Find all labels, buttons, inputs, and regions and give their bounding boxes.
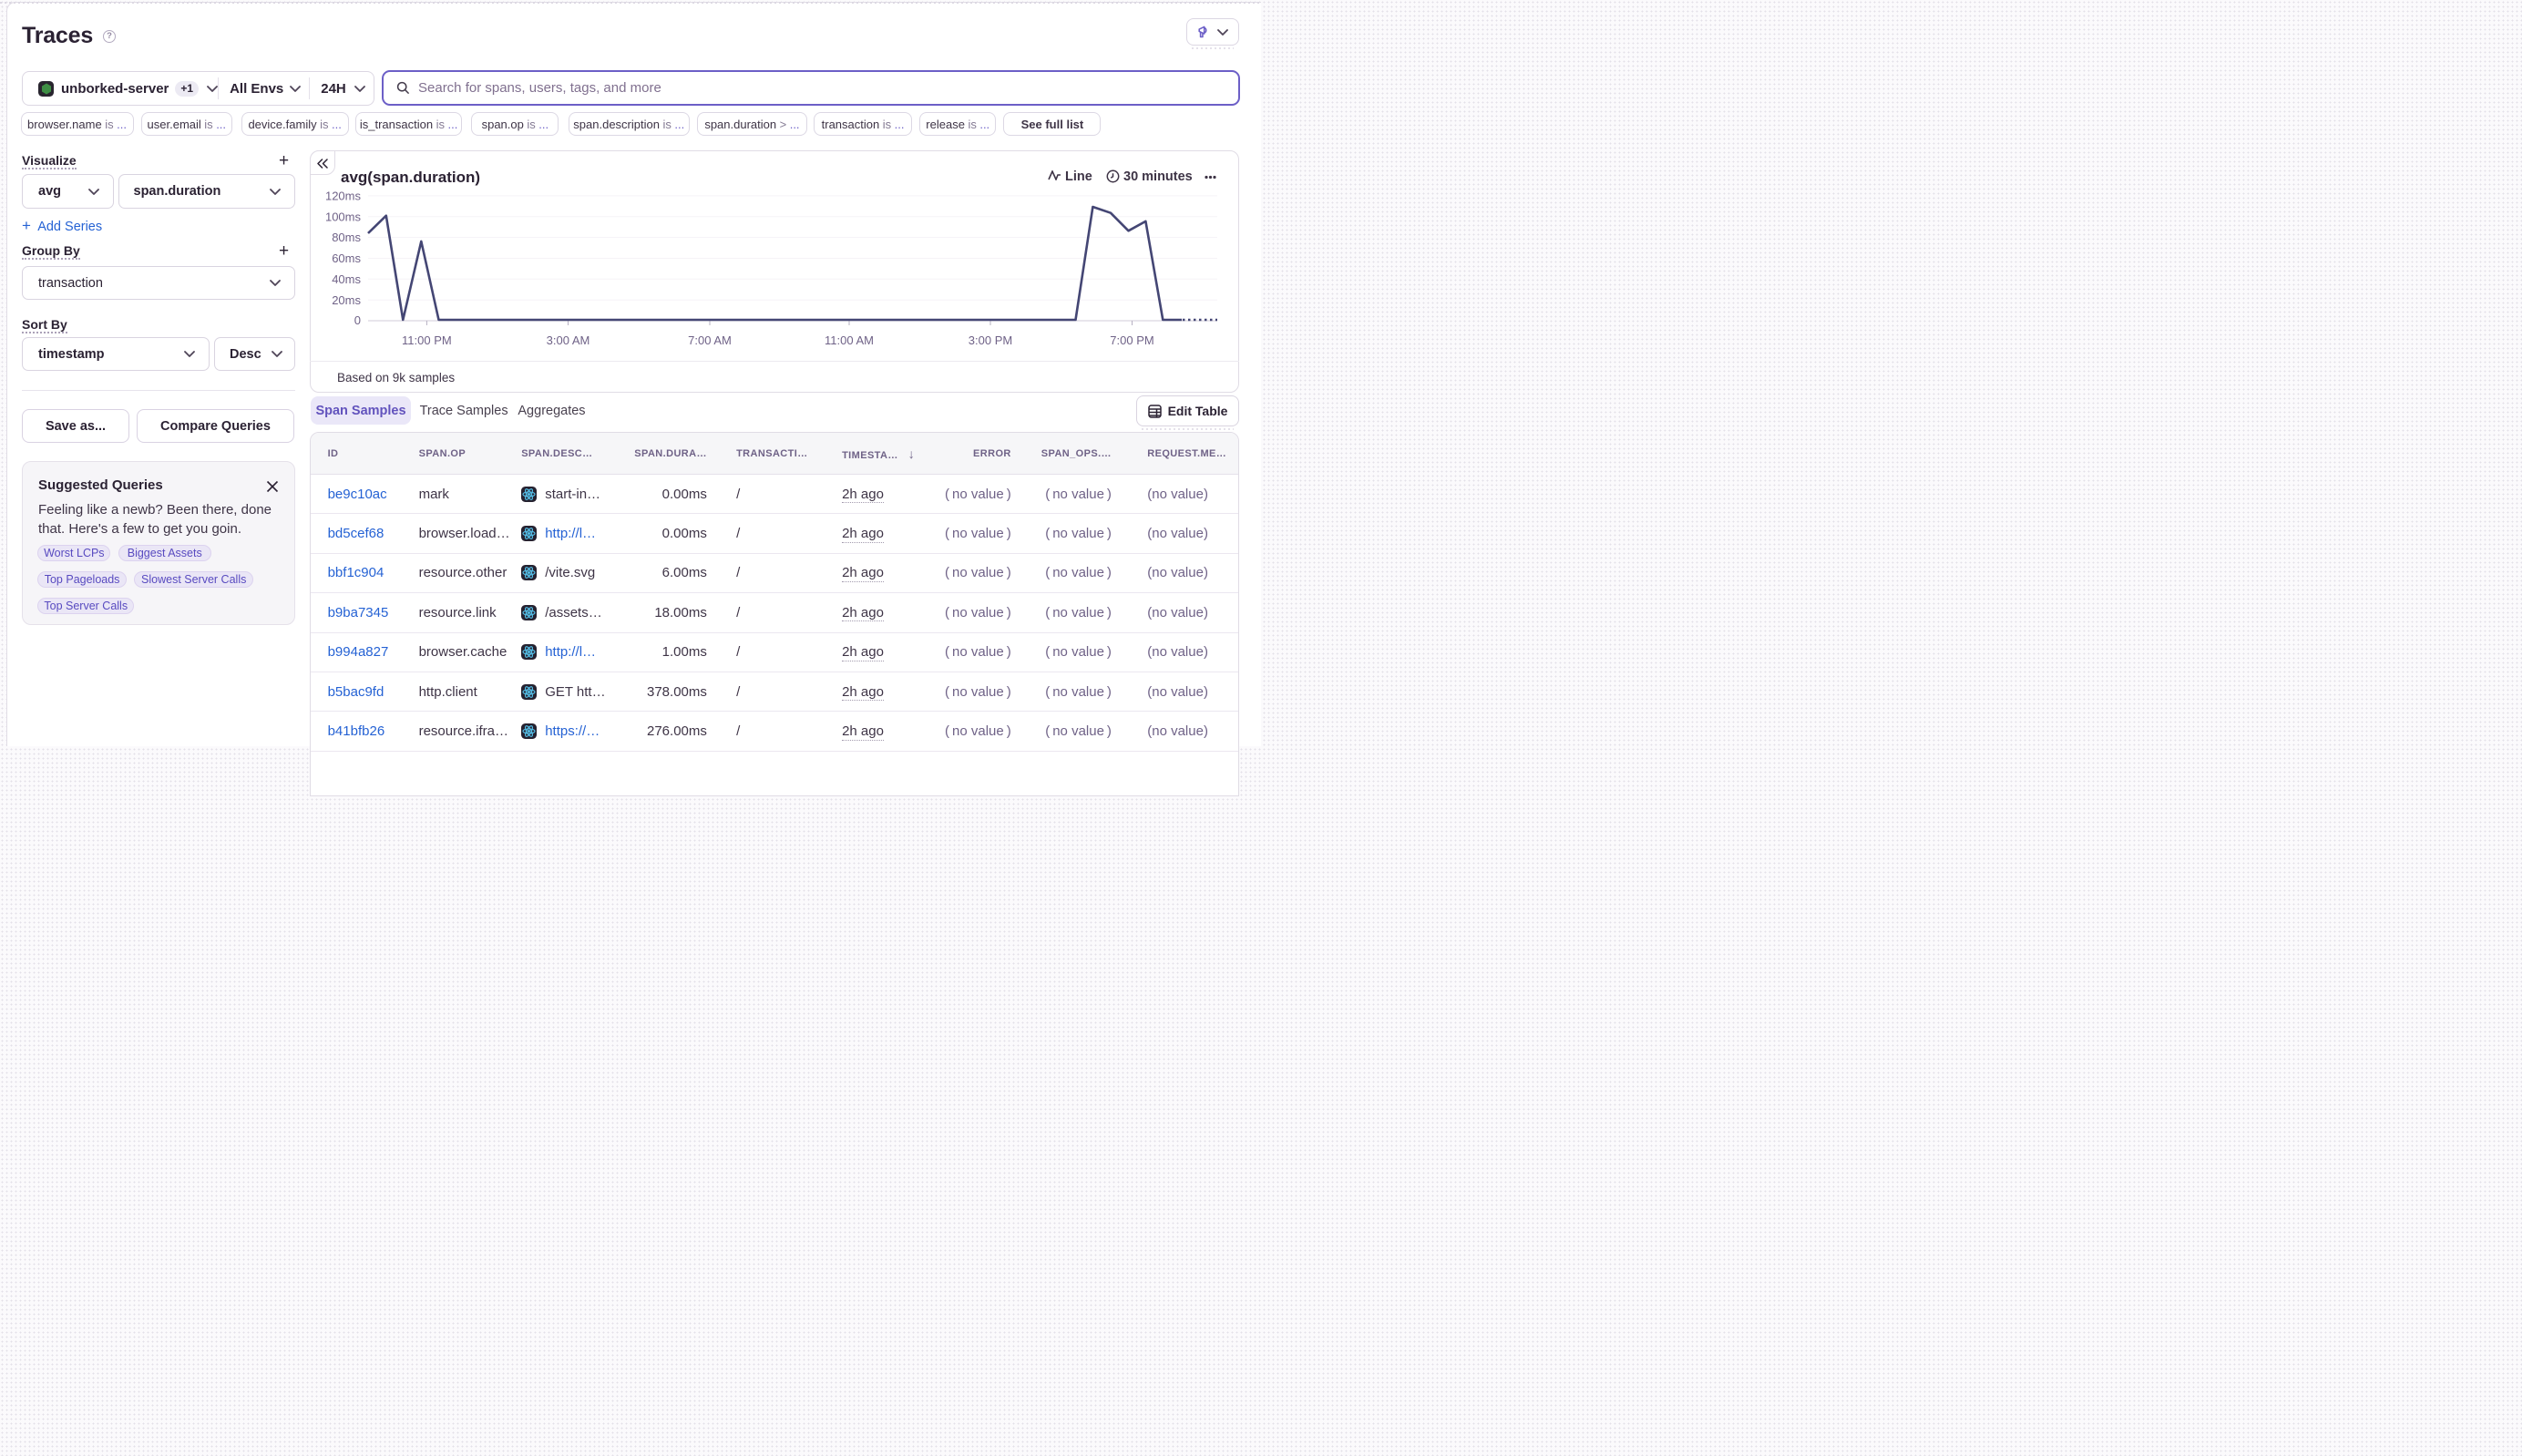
svg-text:60ms: 60ms (332, 251, 361, 265)
svg-text:7:00 PM: 7:00 PM (1110, 333, 1153, 347)
svg-text:11:00 AM: 11:00 AM (825, 333, 874, 347)
svg-text:11:00 PM: 11:00 PM (402, 333, 452, 347)
svg-text:80ms: 80ms (332, 231, 361, 244)
svg-text:0: 0 (354, 313, 361, 327)
svg-text:20ms: 20ms (332, 293, 361, 307)
svg-text:120ms: 120ms (325, 190, 362, 203)
svg-text:7:00 AM: 7:00 AM (688, 333, 732, 347)
svg-text:3:00 PM: 3:00 PM (969, 333, 1012, 347)
svg-text:100ms: 100ms (325, 210, 362, 223)
svg-text:40ms: 40ms (332, 272, 361, 286)
svg-text:3:00 AM: 3:00 AM (547, 333, 590, 347)
